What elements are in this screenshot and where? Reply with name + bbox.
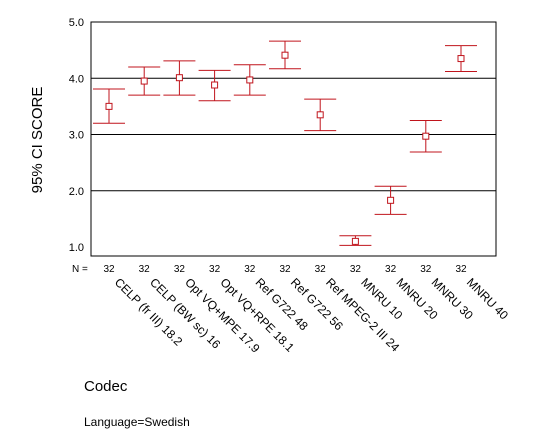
mean-marker [246,76,254,84]
error-bar [304,98,337,132]
plot-frame [90,21,497,257]
n-count: 32 [279,264,291,275]
n-count: 32 [455,264,467,275]
n-label: N = [72,264,88,275]
error-bars [93,40,477,246]
error-bar [339,235,372,246]
y-tick-label: 2.0 [69,186,84,198]
mean-marker [422,132,430,140]
n-counts: 32 32 32 32 32 32 32 32 32 32 32 [103,264,467,275]
error-bar [445,45,477,72]
n-count: 32 [315,264,327,275]
n-count: 32 [139,264,151,275]
n-count: 32 [209,264,221,275]
y-axis-label: 95% CI SCORE [29,87,46,194]
mean-marker [351,237,359,245]
mean-marker [175,74,183,82]
mean-marker [387,196,395,204]
n-count: 32 [174,264,186,275]
mean-marker [316,111,324,119]
mean-marker [457,55,465,63]
y-tick-label: 4.0 [69,73,84,85]
n-count: 32 [244,264,256,275]
mean-marker [211,81,219,89]
error-bar [233,64,266,96]
footnote: Language=Swedish [84,415,190,429]
y-tick-label: 3.0 [69,130,84,142]
error-bar [269,40,301,70]
error-bar [198,69,231,102]
y-tick-label: 5.0 [69,17,84,29]
error-bar [409,119,442,153]
error-bar [163,60,196,96]
error-bar [93,88,125,124]
x-axis-title: Codec [84,378,128,395]
y-tick-label: 1.0 [69,242,84,254]
mean-marker [140,77,148,85]
n-count: 32 [420,264,432,275]
mean-marker [281,51,289,59]
error-bar [374,185,407,215]
n-count: 32 [103,264,115,275]
mean-marker [105,102,113,110]
y-axis: 1.0 2.0 3.0 4.0 5.0 [69,17,84,254]
error-bar [128,66,161,96]
n-count: 32 [350,264,362,275]
n-count: 32 [385,264,397,275]
